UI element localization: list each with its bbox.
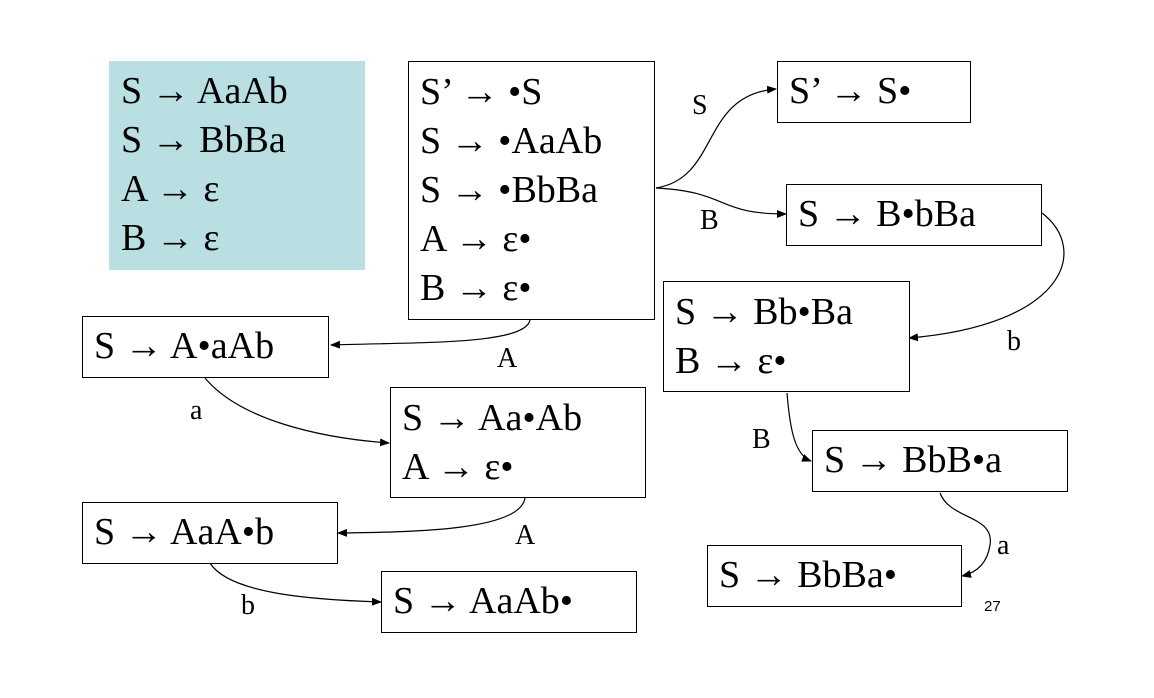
edge-label: a <box>190 395 203 426</box>
edge-label: A <box>497 343 518 374</box>
edge-label: b <box>241 590 255 621</box>
item: A → ε• <box>420 218 532 260</box>
grammar-rule: A → ε <box>121 168 220 210</box>
arrow-a3-to-a4 <box>209 562 382 606</box>
arrow-a1-to-a2 <box>204 377 390 447</box>
state-i0: S’ → •S S → •AaAb S → •BbBa A → ε• B → ε… <box>408 61 655 320</box>
item: S → Aa•Ab <box>402 397 583 439</box>
state-b1: S → B•bBa <box>786 184 1042 246</box>
item: S → •AaAb <box>420 120 603 162</box>
edge-label: a <box>997 530 1010 561</box>
state-b3: S → BbB•a <box>812 430 1068 492</box>
item: B → ε• <box>675 340 787 382</box>
edge-label: b <box>1007 326 1021 357</box>
item: S → AaA•b <box>94 511 275 553</box>
arrow-b2-to-b3 <box>786 392 812 462</box>
item: S → BbB•a <box>824 439 1002 481</box>
item: S → A•aAb <box>94 325 275 367</box>
edge-label: S <box>692 90 708 121</box>
item: B → ε• <box>420 267 532 309</box>
item: S’ → •S <box>420 71 543 113</box>
arrow-i0-to-b1 <box>655 187 787 218</box>
grammar-rule: S → AaAb <box>121 70 288 112</box>
edge-label: B <box>700 205 719 236</box>
edge-label: A <box>515 520 536 551</box>
grammar-rule: B → ε <box>121 217 220 259</box>
item: S → BbBa• <box>719 554 897 596</box>
page-number: 27 <box>984 598 1001 615</box>
grammar-rule: S → BbBa <box>121 119 286 161</box>
arrow-i0-to-accept <box>655 85 777 189</box>
state-a1: S → A•aAb <box>82 316 329 378</box>
item: S’ → S• <box>789 70 912 112</box>
state-b4: S → BbBa• <box>707 545 962 607</box>
state-a3: S → AaA•b <box>82 502 338 564</box>
item: S → AaAb• <box>393 580 574 622</box>
item: S → •BbBa <box>420 169 598 211</box>
state-a2: S → Aa•Ab A → ε• <box>390 387 646 498</box>
item: S → Bb•Ba <box>675 291 853 333</box>
item: S → B•bBa <box>798 193 976 235</box>
state-a4: S → AaAb• <box>381 571 637 633</box>
edge-label: B <box>752 424 771 455</box>
arrow-i0-to-a1 <box>330 319 531 349</box>
arrow-a2-to-a3 <box>337 497 526 537</box>
state-b2: S → Bb•Ba B → ε• <box>663 281 910 392</box>
item: A → ε• <box>402 446 514 488</box>
grammar-panel: S → AaAb S → BbBa A → ε B → ε <box>109 61 365 270</box>
state-accept: S’ → S• <box>777 61 971 123</box>
